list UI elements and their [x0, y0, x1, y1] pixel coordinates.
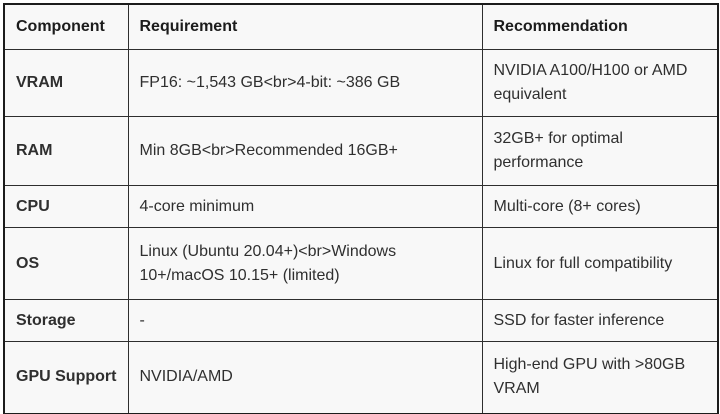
cell-recommendation: SSD for faster inference — [481, 299, 719, 342]
cell-component: VRAM — [3, 49, 129, 117]
table-row-os: OS Linux (Ubuntu 20.04+)<br>Windows 10+/… — [3, 227, 719, 300]
table-row-gpu-support: GPU Support NVIDIA/AMD High-end GPU with… — [3, 341, 719, 414]
cell-component: GPU Support — [3, 341, 129, 414]
table-header-row: Component Requirement Recommendation — [3, 3, 719, 50]
cell-recommendation: 32GB+ for optimal performance — [481, 116, 719, 186]
table-row-cpu: CPU 4-core minimum Multi-core (8+ cores) — [3, 185, 719, 228]
cell-requirement: - — [127, 299, 483, 342]
cell-component: OS — [3, 227, 129, 300]
cell-recommendation: NVIDIA A100/H100 or AMD equivalent — [481, 49, 719, 117]
column-header-recommendation: Recommendation — [481, 3, 719, 50]
cell-component: Storage — [3, 299, 129, 342]
column-header-component: Component — [3, 3, 129, 50]
table-row-ram: RAM Min 8GB<br>Recommended 16GB+ 32GB+ f… — [3, 116, 719, 186]
table-row-vram: VRAM FP16: ~1,543 GB<br>4-bit: ~386 GB N… — [3, 49, 719, 117]
cell-requirement: Min 8GB<br>Recommended 16GB+ — [127, 116, 483, 186]
table-row-storage: Storage - SSD for faster inference — [3, 299, 719, 342]
cell-recommendation: Multi-core (8+ cores) — [481, 185, 719, 228]
column-header-requirement: Requirement — [127, 3, 483, 50]
cell-recommendation: High-end GPU with >80GB VRAM — [481, 341, 719, 414]
cell-requirement: NVIDIA/AMD — [127, 341, 483, 414]
cell-requirement: 4-core minimum — [127, 185, 483, 228]
cell-requirement: Linux (Ubuntu 20.04+)<br>Windows 10+/mac… — [127, 227, 483, 300]
cell-component: CPU — [3, 185, 129, 228]
cell-requirement: FP16: ~1,543 GB<br>4-bit: ~386 GB — [127, 49, 483, 117]
cell-recommendation: Linux for full compatibility — [481, 227, 719, 300]
system-requirements-table: Component Requirement Recommendation VRA… — [3, 3, 719, 414]
cell-component: RAM — [3, 116, 129, 186]
